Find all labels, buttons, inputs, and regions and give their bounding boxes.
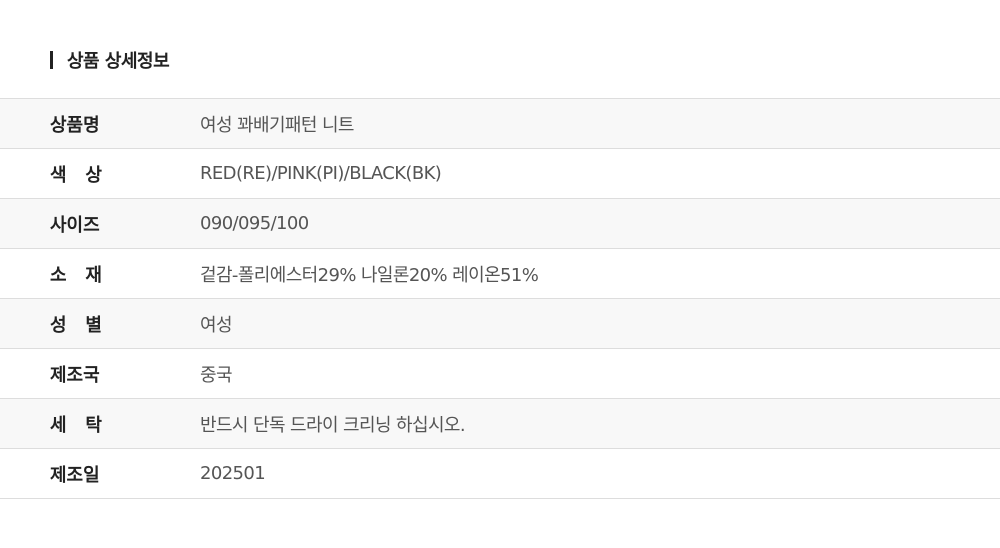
row-value: 여성 꽈배기패턴 니트 xyxy=(200,114,354,136)
row-label: 색 상 xyxy=(50,164,102,186)
row-label: 제조일 xyxy=(50,464,100,486)
table-row-product-name: 상품명 여성 꽈배기패턴 니트 xyxy=(0,99,1000,149)
row-value: 여성 xyxy=(200,314,233,336)
table-row-material: 소 재 겉감-폴리에스터29% 나일론20% 레이온51% xyxy=(0,249,1000,299)
table-row-gender: 성 별 여성 xyxy=(0,299,1000,349)
row-label: 상품명 xyxy=(50,114,100,136)
table-row-washing: 세 탁 반드시 단독 드라이 크리닝 하십시오. xyxy=(0,399,1000,449)
row-value: 090/095/100 xyxy=(200,213,309,234)
section-title: 상품 상세정보 xyxy=(67,51,170,72)
section-header: 상품 상세정보 xyxy=(50,48,170,72)
row-label: 사이즈 xyxy=(50,214,100,236)
table-row-country: 제조국 중국 xyxy=(0,349,1000,399)
table-row-size: 사이즈 090/095/100 xyxy=(0,199,1000,249)
table-row-manufacture-date: 제조일 202501 xyxy=(0,449,1000,499)
title-accent-bar xyxy=(50,51,53,69)
row-value: 202501 xyxy=(200,463,266,484)
table-row-color: 색 상 RED(RE)/PINK(PI)/BLACK(BK) xyxy=(0,149,1000,199)
row-value: 중국 xyxy=(200,364,233,386)
product-info-table: 상품명 여성 꽈배기패턴 니트 색 상 RED(RE)/PINK(PI)/BLA… xyxy=(0,98,1000,499)
row-label: 제조국 xyxy=(50,364,100,386)
row-value: RED(RE)/PINK(PI)/BLACK(BK) xyxy=(200,163,442,184)
row-label: 세 탁 xyxy=(50,414,102,436)
row-label: 소 재 xyxy=(50,264,102,286)
row-value: 반드시 단독 드라이 크리닝 하십시오. xyxy=(200,414,466,436)
row-value: 겉감-폴리에스터29% 나일론20% 레이온51% xyxy=(200,264,539,286)
row-label: 성 별 xyxy=(50,314,102,336)
